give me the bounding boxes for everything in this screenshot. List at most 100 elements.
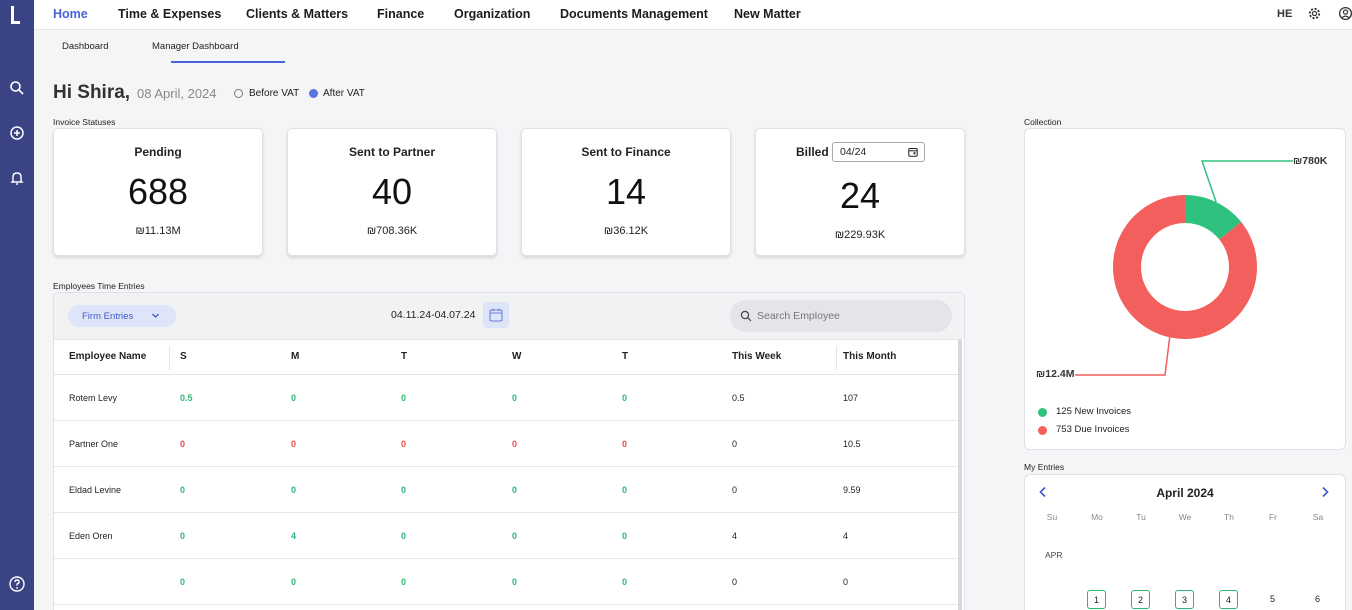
column-header[interactable]: M: [291, 351, 300, 362]
after-vat-radio[interactable]: [309, 89, 318, 98]
day-hours-cell: 0: [512, 393, 518, 403]
this-month-cell: 9.59: [843, 485, 861, 495]
firm-entries-dropdown[interactable]: Firm Entries: [68, 305, 176, 327]
day-hours-cell: 0: [180, 439, 186, 449]
active-tab-indicator: [171, 61, 285, 63]
nav-home[interactable]: Home: [53, 7, 88, 21]
search-icon: [740, 310, 752, 322]
column-header[interactable]: T: [401, 351, 408, 362]
search-icon[interactable]: [8, 79, 26, 97]
user-account-icon[interactable]: [1338, 6, 1352, 21]
due-invoices-slice[interactable]: [1113, 195, 1257, 339]
column-divider: [169, 346, 170, 370]
tab-manager-dashboard[interactable]: Manager Dashboard: [152, 41, 239, 52]
logo-icon[interactable]: [9, 6, 23, 26]
employee-name-cell: Partner One: [69, 439, 119, 449]
calendar-row-month-label: APR: [1045, 550, 1063, 560]
calendar-day[interactable]: 6: [1314, 594, 1320, 604]
weekday-label: Tu: [1136, 512, 1146, 522]
card-title: Sent to Finance: [581, 145, 671, 159]
column-header[interactable]: T: [622, 351, 629, 362]
add-circle-icon[interactable]: [8, 124, 26, 142]
table-row[interactable]: Eden Oren 0 4 0 0 0 4 4: [54, 513, 958, 559]
bell-icon[interactable]: [8, 169, 26, 187]
pending-card[interactable]: Pending 688 ₪11.13M: [53, 128, 263, 256]
nav-time-expenses[interactable]: Time & Expenses: [118, 7, 222, 21]
billed-month-input[interactable]: 04/24: [832, 142, 925, 162]
billed-month-value: 04/24: [840, 146, 867, 158]
weekday-label: We: [1178, 512, 1192, 522]
billed-card[interactable]: Billed 04/24 24 ₪229.93K: [755, 128, 965, 256]
this-month-cell: 0: [843, 577, 849, 587]
day-hours-cell: 0.5: [180, 393, 193, 403]
sent-to-partner-card[interactable]: Sent to Partner 40 ₪708.36K: [287, 128, 497, 256]
date-range-picker-button[interactable]: [483, 302, 509, 328]
day-hours-cell: 0: [401, 439, 407, 449]
day-hours-cell: 0: [180, 577, 186, 587]
calendar-day[interactable]: 5: [1269, 594, 1275, 604]
calendar-icon[interactable]: [908, 147, 918, 157]
greeting-title: Hi Shira,: [53, 82, 131, 103]
my-entries-label: My Entries: [1024, 462, 1065, 472]
card-amount: ₪36.12K: [603, 225, 649, 237]
table-row[interactable]: Partner One 0 0 0 0 0 0 10.5: [54, 421, 958, 467]
due-invoices-amount: ₪12.4M: [1036, 368, 1075, 380]
day-hours-cell: 0: [622, 531, 628, 541]
tab-dashboard[interactable]: Dashboard: [62, 41, 109, 52]
invoice-statuses-label: Invoice Statuses: [53, 117, 116, 127]
calendar-day[interactable]: 3: [1175, 590, 1194, 609]
column-header[interactable]: This Month: [843, 351, 897, 362]
column-header[interactable]: W: [512, 351, 522, 362]
day-hours-cell: 0: [622, 393, 628, 403]
day-hours-cell: 0: [401, 393, 407, 403]
column-header[interactable]: Employee Name: [69, 351, 147, 362]
my-entries-calendar: April 2024 Su Mo Tu We Th Fr Sa APR 1 2 …: [1024, 474, 1346, 610]
column-header[interactable]: This Week: [732, 351, 782, 362]
nav-organization[interactable]: Organization: [454, 7, 531, 21]
day-hours-cell: 0: [291, 439, 297, 449]
before-vat-radio[interactable]: [234, 89, 243, 98]
table-scrollbar[interactable]: [958, 339, 962, 610]
legend-new-dot: [1038, 408, 1047, 417]
this-month-cell: 107: [843, 393, 859, 403]
day-hours-cell: 0: [622, 577, 628, 587]
chevron-right-icon[interactable]: [1320, 486, 1330, 498]
nav-documents-management[interactable]: Documents Management: [560, 7, 708, 21]
gear-icon[interactable]: [1307, 6, 1322, 21]
card-title: Billed: [796, 145, 829, 159]
sent-to-finance-card[interactable]: Sent to Finance 14 ₪36.12K: [521, 128, 731, 256]
employee-name-cell: Rotem Levy: [69, 393, 118, 403]
calendar-day[interactable]: 4: [1219, 590, 1238, 609]
search-employee-input[interactable]: Search Employee: [730, 300, 952, 332]
before-vat-label[interactable]: Before VAT: [249, 88, 300, 99]
day-hours-cell: 0: [512, 577, 518, 587]
day-hours-cell: 4: [291, 531, 297, 541]
column-header[interactable]: S: [180, 351, 187, 362]
calendar-day[interactable]: 2: [1131, 590, 1150, 609]
this-week-cell: 0.5: [732, 393, 745, 403]
due-invoices-leader-line: [1075, 334, 1171, 376]
nav-clients-matters[interactable]: Clients & Matters: [246, 7, 349, 21]
help-icon[interactable]: [8, 575, 26, 593]
table-row[interactable]: 0 0 0 0 0 0 0: [54, 559, 958, 605]
day-hours-cell: 0: [291, 485, 297, 495]
collection-card: ₪780K ₪12.4M 125 New Invoices 753 Due In…: [1024, 128, 1346, 450]
sidebar: [0, 0, 34, 610]
chevron-left-icon[interactable]: [1038, 486, 1048, 498]
card-count: 24: [839, 175, 881, 216]
after-vat-label[interactable]: After VAT: [323, 88, 365, 99]
table-row[interactable]: Eldad Levine 0 0 0 0 0 0 9.59: [54, 467, 958, 513]
day-hours-cell: 0: [401, 531, 407, 541]
table-row[interactable]: Rotem Levy 0.5 0 0 0 0 0.5 107: [54, 375, 958, 421]
nav-finance[interactable]: Finance: [377, 7, 425, 21]
new-invoices-slice[interactable]: [1185, 195, 1242, 240]
day-hours-cell: 0: [622, 485, 628, 495]
weekday-label: Sa: [1312, 512, 1324, 522]
search-placeholder: Search Employee: [757, 310, 840, 322]
top-navigation: Home Time & Expenses Clients & Matters F…: [34, 0, 1352, 30]
calendar-month-title: April 2024: [1156, 486, 1214, 500]
new-invoices-leader-line: [1200, 160, 1293, 203]
nav-new-matter[interactable]: New Matter: [734, 7, 801, 21]
language-toggle[interactable]: HE: [1277, 8, 1293, 20]
calendar-day[interactable]: 1: [1087, 590, 1106, 609]
